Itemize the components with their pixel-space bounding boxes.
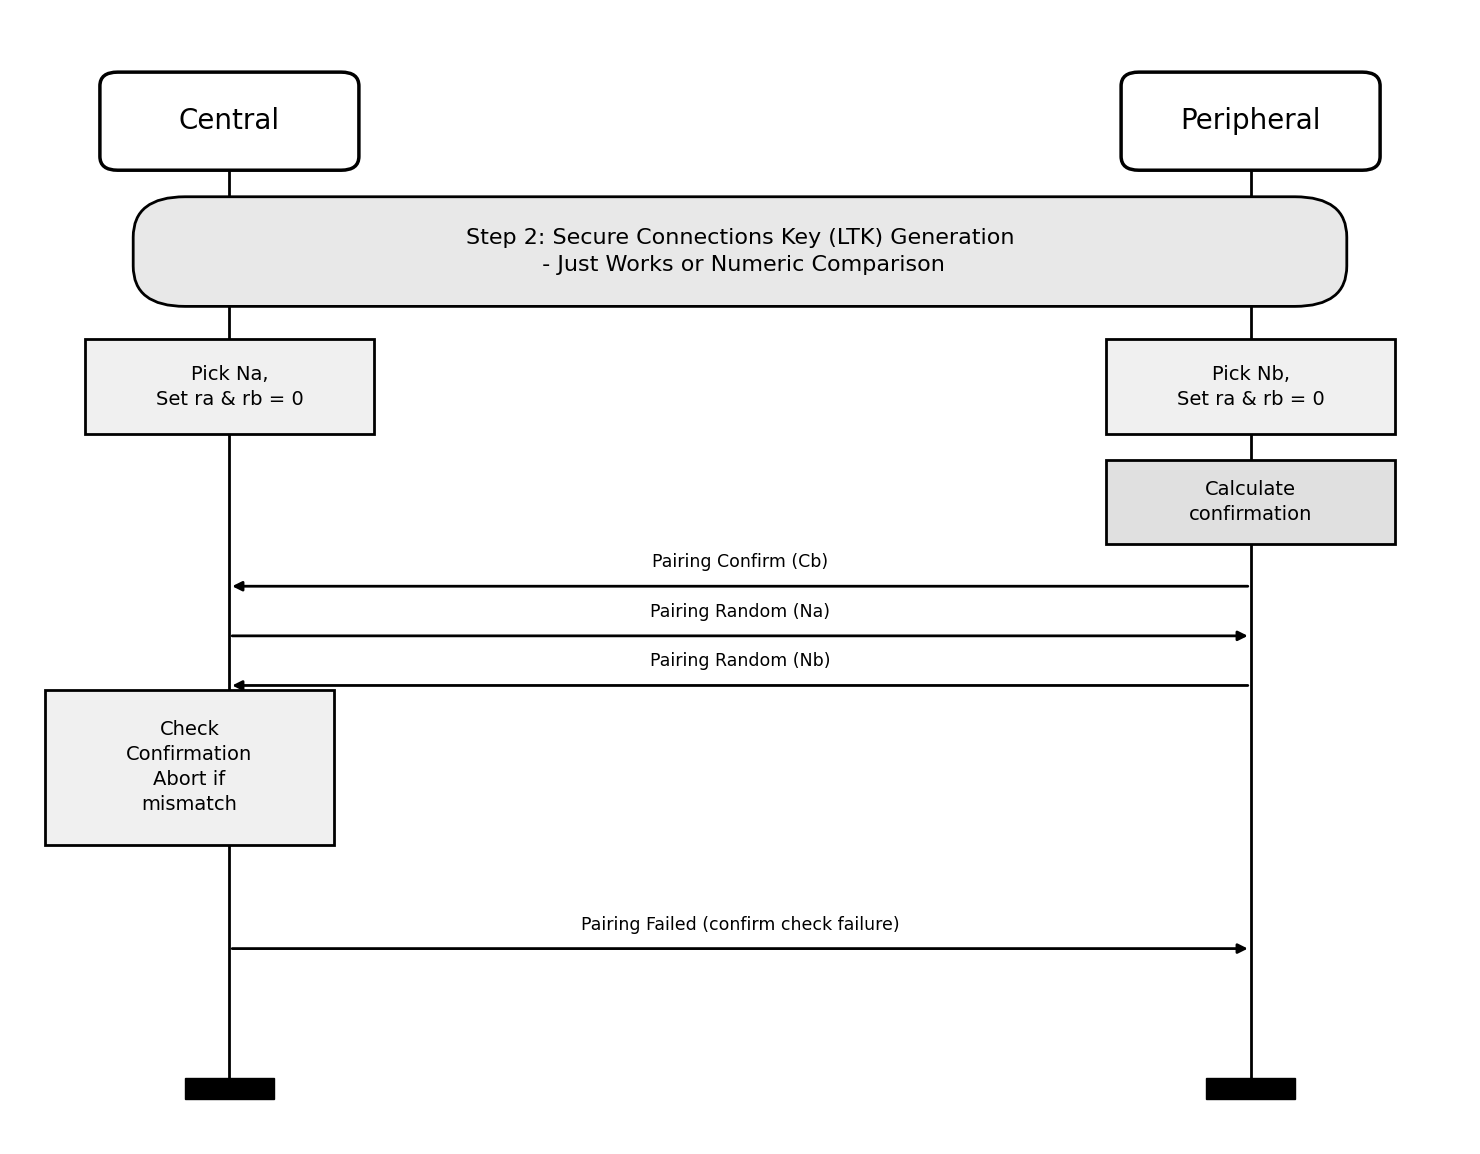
- Text: Pairing Random (Nb): Pairing Random (Nb): [650, 652, 830, 670]
- Text: Calculate
confirmation: Calculate confirmation: [1188, 480, 1313, 524]
- FancyBboxPatch shape: [101, 72, 358, 170]
- Text: Pick Na,
Set ra & rb = 0: Pick Na, Set ra & rb = 0: [155, 365, 303, 409]
- FancyBboxPatch shape: [1206, 1078, 1295, 1099]
- Text: Peripheral: Peripheral: [1181, 107, 1320, 135]
- FancyBboxPatch shape: [185, 1078, 274, 1099]
- Text: Pairing Random (Na): Pairing Random (Na): [650, 602, 830, 621]
- FancyBboxPatch shape: [1107, 339, 1394, 434]
- Text: Pairing Confirm (Cb): Pairing Confirm (Cb): [651, 553, 829, 571]
- Text: Step 2: Secure Connections Key (LTK) Generation
 - Just Works or Numeric Compari: Step 2: Secure Connections Key (LTK) Gen…: [466, 228, 1014, 275]
- FancyBboxPatch shape: [1122, 72, 1379, 170]
- Text: Central: Central: [179, 107, 280, 135]
- FancyBboxPatch shape: [133, 196, 1347, 306]
- FancyBboxPatch shape: [1107, 460, 1394, 544]
- FancyBboxPatch shape: [86, 339, 373, 434]
- Text: Pick Nb,
Set ra & rb = 0: Pick Nb, Set ra & rb = 0: [1177, 365, 1325, 409]
- Text: Pairing Failed (confirm check failure): Pairing Failed (confirm check failure): [580, 915, 900, 934]
- FancyBboxPatch shape: [46, 690, 334, 845]
- Text: Check
Confirmation
Abort if
mismatch: Check Confirmation Abort if mismatch: [126, 720, 253, 815]
